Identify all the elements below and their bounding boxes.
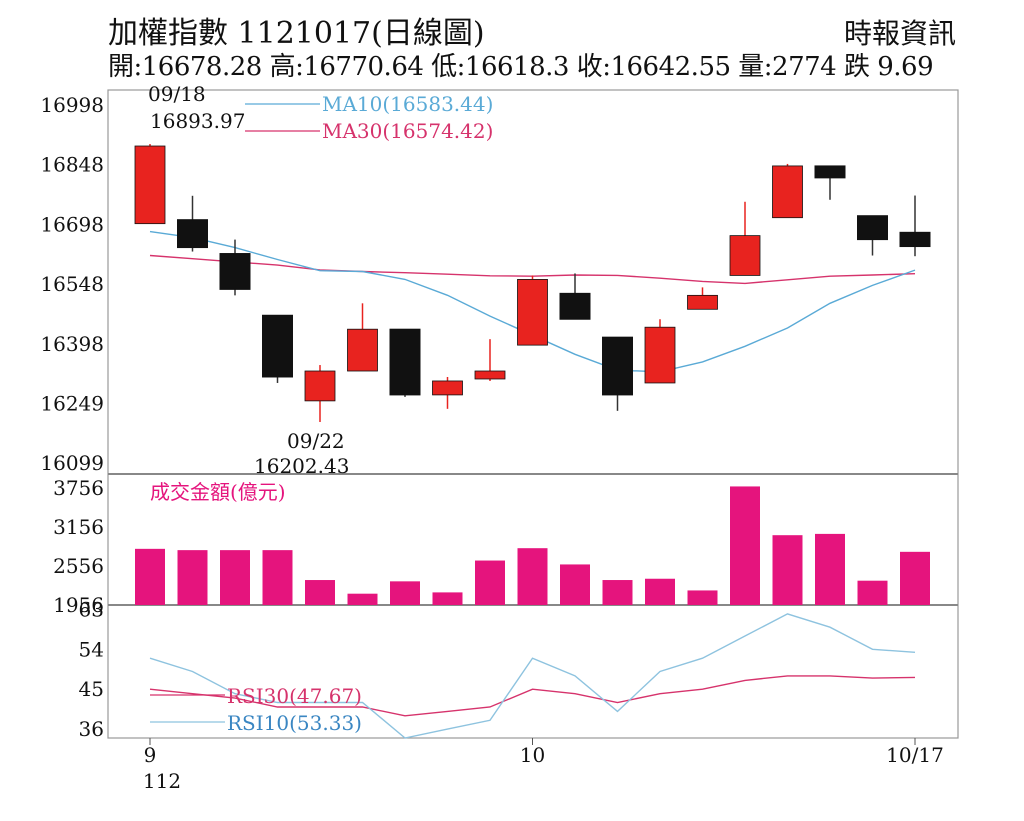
candle-body: [729, 235, 761, 276]
volume-bar: [730, 486, 760, 605]
volume-bar: [347, 593, 378, 605]
candle-body: [134, 145, 166, 225]
volume-bar: [815, 533, 845, 605]
rsi-legend: RSI30(47.67) RSI10(53.33): [150, 684, 362, 735]
candle-body: [304, 370, 336, 402]
rsi-tick-label: 63: [79, 597, 104, 621]
rsi10-line: [149, 613, 916, 739]
volume-bar: [390, 581, 420, 605]
x-tick-year: 112: [143, 769, 181, 793]
price-tick-label: 16998: [40, 93, 104, 117]
volume-tick-label: 1956: [53, 593, 104, 617]
x-tick-label: 10: [520, 743, 545, 767]
volume-bars: 成交金額(億元): [135, 480, 930, 605]
candle-body: [644, 326, 676, 384]
candle-body: [177, 219, 208, 249]
candle-body: [432, 380, 463, 396]
volume-bar: [432, 592, 463, 605]
candle-body: [474, 370, 506, 380]
price-tick-label: 16548: [40, 272, 104, 296]
price-axis: 16998 16848 16698 16548 16398 16249 16099: [40, 93, 104, 475]
rsi-lines: [149, 613, 916, 739]
candle-body: [262, 314, 293, 378]
volume-bar: [475, 560, 505, 605]
candle-body: [857, 215, 888, 241]
rsi10-legend-label: RSI10(53.33): [227, 711, 362, 735]
rsi-tick-label: 45: [79, 677, 104, 701]
chart-title: 加權指數 1121017(日線圖): [108, 16, 485, 51]
annotation-date: 09/22: [287, 429, 345, 453]
candle-body: [899, 231, 931, 248]
price-tick-label: 16698: [40, 212, 104, 236]
ma30-legend-label: MA30(16574.42): [322, 119, 493, 143]
volume-tick-label: 3756: [53, 476, 104, 500]
volume-bar: [900, 551, 930, 605]
candle-body: [517, 279, 548, 346]
candle-body: [772, 165, 803, 219]
candle-body: [347, 328, 378, 372]
price-tick-label: 16848: [40, 153, 104, 177]
candle-body: [814, 165, 846, 179]
source-label: 時報資訊: [843, 17, 956, 50]
volume-tick-label: 3156: [53, 515, 104, 539]
candle-body: [602, 336, 633, 396]
volume-bar: [645, 578, 675, 605]
volume-bar: [517, 548, 548, 605]
volume-bar: [305, 580, 335, 605]
annotation-value: 16893.97: [150, 109, 245, 133]
candlesticks: [134, 144, 931, 422]
volume-bar: [772, 535, 803, 605]
volume-tick-label: 2556: [53, 554, 104, 578]
volume-bar: [220, 550, 250, 605]
volume-bar: [687, 590, 718, 605]
candle-body: [219, 253, 251, 290]
ohlc-stats: 開:16678.28 高:16770.64 低:16618.3 收:16642.…: [108, 52, 934, 82]
volume-bar: [560, 564, 590, 605]
price-tick-label: 16099: [40, 451, 104, 475]
annotation-value: 16202.43: [254, 454, 349, 478]
volume-bar: [262, 550, 293, 605]
x-tick-label: 10/17: [886, 743, 944, 767]
volume-bar: [602, 580, 633, 605]
ma-legend: MA10(16583.44) MA30(16574.42): [245, 92, 493, 143]
candle-body: [687, 294, 718, 310]
ma10-legend-label: MA10(16583.44): [322, 92, 493, 116]
candle-body: [389, 328, 421, 396]
x-tick-label: 9: [144, 743, 157, 767]
price-tick-label: 16398: [40, 332, 104, 356]
annotation-date: 09/18: [148, 82, 206, 106]
volume-bar: [177, 550, 208, 605]
rsi-tick-label: 54: [79, 637, 104, 661]
volume-axis: 3756 3156 2556 1956: [53, 476, 104, 617]
volume-bar: [135, 548, 165, 605]
price-tick-label: 16249: [40, 391, 104, 415]
volume-panel-label: 成交金額(億元): [150, 480, 286, 504]
volume-bar: [857, 580, 888, 605]
rsi-axis: 63 54 45 36: [79, 597, 104, 741]
candle-body: [559, 292, 591, 320]
rsi30-legend-label: RSI30(47.67): [227, 684, 362, 708]
rsi30-line: [149, 675, 916, 717]
rsi-tick-label: 36: [79, 717, 104, 741]
